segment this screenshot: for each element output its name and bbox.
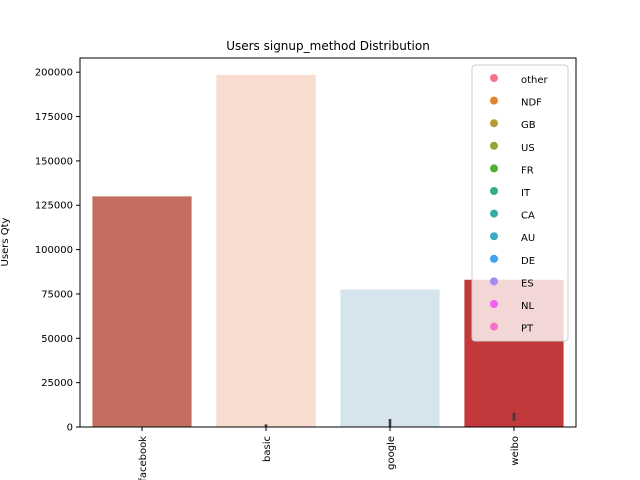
legend: other NDF GB US FR IT CA AU DE ES NL PT (471, 64, 569, 342)
bar-google (340, 289, 440, 427)
legend-marker-NDF (490, 96, 498, 105)
legend-label-US: US (521, 143, 535, 154)
y-tick-label: 0 (67, 423, 73, 434)
legend-label-other: other (521, 75, 549, 86)
x-tick-label-google: google (386, 436, 397, 470)
legend-marker-CA (490, 209, 498, 218)
y-tick-label: 200000 (35, 68, 73, 79)
x-tick-label-weibo: weibo (510, 436, 521, 466)
legend-marker-AU (490, 232, 498, 241)
bar-facebook (92, 196, 192, 427)
legend-marker-PT (490, 322, 498, 331)
y-tick-label: 50000 (41, 334, 73, 345)
y-tick-label: 25000 (41, 378, 73, 389)
legend-label-FR: FR (521, 165, 534, 176)
y-tick-label: 125000 (35, 201, 73, 212)
legend-marker-DE (490, 254, 498, 263)
legend-label-GB: GB (521, 120, 536, 131)
x-axis: facebook basic google weibo (138, 427, 521, 480)
legend-label-ES: ES (521, 278, 534, 289)
legend-marker-GB (490, 119, 498, 128)
legend-label-NL: NL (521, 301, 534, 312)
x-tick-label-basic: basic (262, 436, 273, 462)
legend-marker-FR (490, 164, 498, 173)
chart-title: Users signup_method Distribution (226, 39, 430, 53)
y-axis: 0 25000 50000 75000 100000 125000 150000 175000… (35, 68, 80, 434)
legend-marker-IT (490, 187, 498, 195)
legend-marker-ES (490, 277, 498, 286)
bar-basic (216, 74, 316, 427)
legend-label-CA: CA (521, 211, 535, 222)
y-axis-label: Users Qty (0, 217, 11, 266)
x-tick-label-facebook: facebook (138, 436, 149, 480)
y-tick-label: 75000 (41, 289, 73, 300)
legend-label-IT: IT (521, 188, 531, 199)
legend-marker-other (490, 74, 498, 82)
legend-marker-NL (490, 300, 498, 308)
legend-label-NDF: NDF (521, 98, 542, 109)
legend-label-DE: DE (521, 256, 535, 267)
y-tick-label: 150000 (35, 156, 73, 167)
legend-label-PT: PT (521, 324, 534, 335)
legend-box (471, 64, 569, 342)
plot-frame (79, 57, 577, 428)
legend-marker-US (490, 141, 498, 150)
y-tick-label: 175000 (35, 112, 73, 123)
legend-label-AU: AU (521, 233, 535, 244)
y-tick-label: 100000 (35, 245, 73, 256)
